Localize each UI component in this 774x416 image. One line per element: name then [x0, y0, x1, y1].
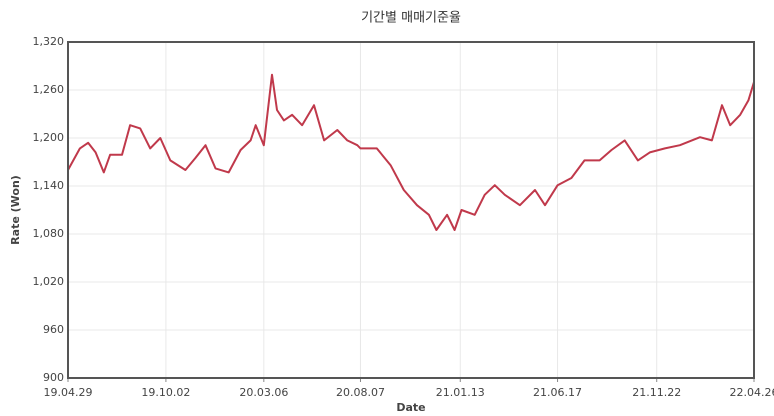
x-axis-title: Date [396, 401, 425, 414]
x-tick-label: 19.10.02 [141, 386, 190, 399]
y-tick-label: 900 [43, 371, 64, 384]
plot-frame [67, 41, 755, 379]
y-tick-label: 1,200 [33, 131, 65, 144]
line-series [67, 73, 755, 231]
x-tick-label: 21.06.17 [533, 386, 582, 399]
plot-area [68, 42, 754, 378]
y-tick-label: 1,140 [33, 179, 65, 192]
x-tick-label: 21.11.22 [632, 386, 681, 399]
y-tick-label: 1,080 [33, 227, 65, 240]
x-tick-label: 20.08.07 [336, 386, 385, 399]
chart-title: 기간별 매매기준율 [361, 11, 461, 26]
x-tick-label: 22.04.26 [730, 386, 774, 399]
y-tick-label: 1,260 [33, 83, 65, 96]
y-axis-title: Rate (Won) [9, 175, 22, 245]
x-tick-label: 20.03.06 [239, 386, 288, 399]
y-tick-label: 1,020 [33, 275, 65, 288]
x-tick-label: 21.01.13 [436, 386, 485, 399]
y-tick-label: 1,320 [33, 35, 65, 48]
x-tick-label: 19.04.29 [44, 386, 93, 399]
y-tick-label: 960 [43, 323, 64, 336]
